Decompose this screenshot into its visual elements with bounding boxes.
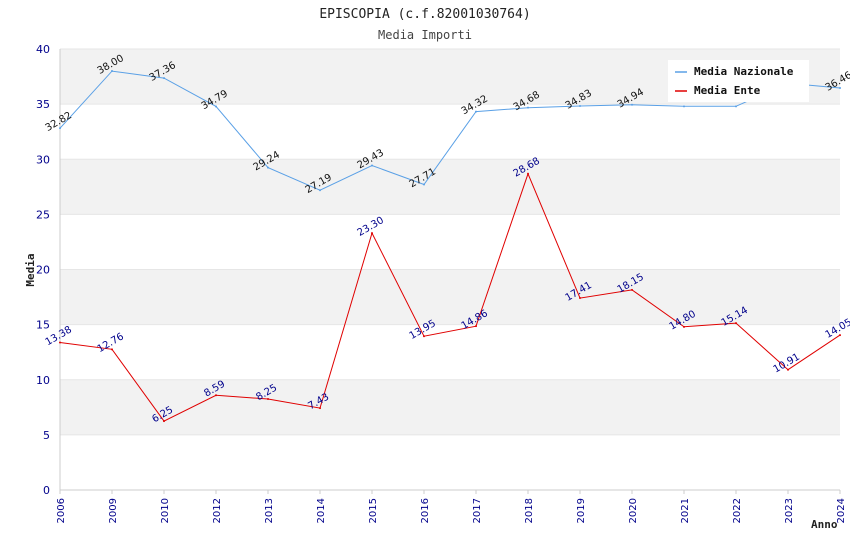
data-point <box>735 105 737 108</box>
data-point <box>215 394 217 397</box>
x-tick-label: 2010 <box>160 498 171 523</box>
data-point <box>527 172 529 175</box>
data-point <box>319 189 321 192</box>
y-tick-label: 35 <box>36 98 50 111</box>
data-point <box>683 325 685 328</box>
x-tick-label: 2019 <box>576 498 587 523</box>
grid-band <box>60 324 840 380</box>
grid-band <box>60 104 840 160</box>
grid-band <box>60 379 840 435</box>
y-axis-ticks: 0 5 10 15 20 25 30 35 40 <box>36 43 50 497</box>
axes <box>59 49 840 491</box>
x-tick-label: 2015 <box>368 498 379 523</box>
y-tick-label: 30 <box>36 153 50 166</box>
data-point <box>631 103 633 106</box>
legend-box <box>668 60 809 102</box>
x-tick-label: 2009 <box>108 498 119 523</box>
x-tick-label: 2021 <box>680 498 691 523</box>
y-tick-label: 0 <box>43 484 50 497</box>
data-point <box>579 104 581 107</box>
grid-band <box>60 269 840 325</box>
data-point <box>111 348 113 351</box>
y-tick-label: 10 <box>36 374 50 387</box>
y-axis-label: Media <box>24 253 37 286</box>
legend: Media Nazionale Media Ente <box>668 60 809 102</box>
data-point <box>527 106 529 109</box>
x-tick-label: 2014 <box>316 498 327 523</box>
series-line-ente <box>59 172 841 422</box>
chart-subtitle: Media Importi <box>378 28 472 42</box>
data-point <box>839 334 841 337</box>
legend-label-ente: Media Ente <box>694 84 761 97</box>
data-point <box>267 166 269 169</box>
legend-label-nazionale: Media Nazionale <box>694 65 794 78</box>
data-point <box>475 110 477 113</box>
data-point <box>371 164 373 167</box>
data-point <box>59 127 61 130</box>
data-point <box>371 232 373 235</box>
y-tick-label: 40 <box>36 43 50 56</box>
data-point <box>579 297 581 300</box>
data-point <box>163 77 165 80</box>
data-point <box>631 288 633 291</box>
data-point <box>111 70 113 73</box>
data-point <box>215 105 217 108</box>
grid-bands <box>60 48 840 490</box>
data-point <box>267 398 269 401</box>
series-line-nazionale <box>59 70 841 191</box>
chart-title: EPISCOPIA (c.f.82001030764) <box>319 7 530 22</box>
y-tick-label: 5 <box>43 429 50 442</box>
x-tick-label: 2012 <box>212 498 223 523</box>
x-tick-label: 2017 <box>472 498 483 523</box>
data-point <box>423 183 425 186</box>
grid-band <box>60 159 840 215</box>
y-tick-label: 20 <box>36 264 50 277</box>
data-point <box>787 368 789 371</box>
x-tick-label: 2024 <box>836 498 847 523</box>
x-tick-label: 2006 <box>56 498 67 523</box>
x-tick-label: 2022 <box>732 498 743 523</box>
data-point <box>683 105 685 108</box>
x-axis-label: Anno <box>811 518 838 531</box>
data-point <box>163 420 165 423</box>
series-lines <box>59 70 841 423</box>
x-tick-label: 2023 <box>784 498 795 523</box>
data-point <box>319 407 321 410</box>
grid-band <box>60 434 840 490</box>
x-tick-label: 2018 <box>524 498 535 523</box>
y-tick-label: 15 <box>36 319 50 332</box>
x-tick-label: 2020 <box>628 498 639 523</box>
y-tick-label: 25 <box>36 208 50 221</box>
x-tick-label: 2013 <box>264 498 275 523</box>
data-point <box>59 341 61 344</box>
grid-band <box>60 214 840 270</box>
data-point <box>475 325 477 328</box>
data-point <box>735 322 737 325</box>
x-tick-label: 2016 <box>420 498 431 523</box>
x-axis-ticks: 2006 2009 2010 2012 2013 2014 2015 2016 2017 2018… <box>56 490 847 523</box>
data-point <box>839 87 841 90</box>
data-point <box>423 335 425 338</box>
